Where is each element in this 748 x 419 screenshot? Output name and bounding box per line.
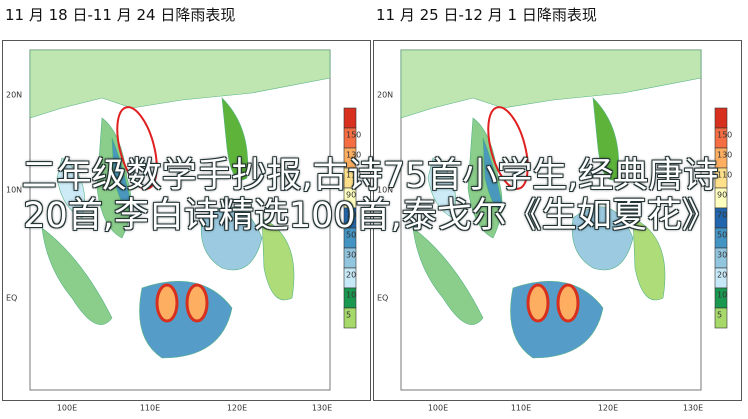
rain-area [400, 49, 702, 119]
map-panel: 20N 10N EQ 100E 110E 120E 130E 150 130 110 90 70 50 3… [373, 40, 742, 413]
rain-area [56, 157, 85, 219]
lon-label: 100E [57, 404, 77, 413]
rain-area [41, 227, 113, 325]
legend-label: 90 [717, 191, 727, 200]
lat-label: EQ [6, 294, 17, 303]
heavy-rain [185, 283, 209, 323]
heavy-rain [556, 283, 580, 323]
lon-label: 130E [683, 404, 703, 413]
rain-area [427, 157, 456, 219]
legend-label: 50 [346, 231, 356, 240]
lon-label: 110E [140, 404, 160, 413]
legend-label: 50 [717, 231, 727, 240]
heavy-rain [155, 283, 179, 323]
legend-label: 110 [717, 171, 732, 180]
rain-area [111, 137, 133, 209]
heavy-rain [526, 283, 550, 323]
legend-label: 10 [346, 291, 356, 300]
legend-label: 30 [346, 251, 356, 260]
panel-title: 11 月 18 日-11 月 24 日降雨表现 [5, 6, 236, 24]
rain-field [29, 49, 331, 359]
rain-area [412, 227, 484, 325]
legend-box [714, 107, 728, 129]
rain-area [29, 49, 331, 119]
panel-title: 11 月 25 日-12 月 1 日降雨表现 [376, 6, 597, 24]
legend-label: 20 [717, 271, 727, 280]
rain-area [221, 97, 248, 181]
legend-label: 5 [717, 311, 722, 320]
rain-field [400, 49, 702, 359]
lat-label: EQ [377, 294, 388, 303]
legend-label: 150 [346, 131, 361, 140]
lon-label: 130E [312, 404, 332, 413]
lon-label: 110E [511, 404, 531, 413]
legend-label: 5 [346, 311, 351, 320]
lon-label: 120E [227, 404, 247, 413]
rain-area [200, 206, 263, 271]
legend-label: 20 [346, 271, 356, 280]
highlight-circle [487, 106, 529, 190]
lat-label: 20N [377, 91, 393, 100]
lon-label: 120E [598, 404, 618, 413]
overlay-text: 二年级数学手抄报,古诗75首小学生,经典唐诗20首,李白诗精选100首,泰戈尔《… [21, 156, 719, 236]
legend-label: 110 [346, 171, 361, 180]
legend-box [343, 107, 357, 129]
legend-label: 90 [346, 191, 356, 200]
rain-area [261, 217, 295, 301]
rain-area [592, 97, 619, 181]
lon-label: 100E [428, 404, 448, 413]
rain-area [632, 217, 666, 301]
legend-label: 130 [346, 151, 361, 160]
legend-label: 70 [346, 211, 356, 220]
legend-label: 70 [717, 211, 727, 220]
rain-area [482, 137, 504, 209]
legend-label: 130 [717, 151, 732, 160]
legend-label: 150 [717, 131, 732, 140]
lat-label: 10N [377, 186, 393, 195]
legend-label: 30 [717, 251, 727, 260]
highlight-circle [116, 106, 158, 190]
lat-label: 10N [6, 186, 22, 195]
rain-area [571, 206, 634, 271]
legend-box [343, 307, 357, 329]
legend-label: 10 [717, 291, 727, 300]
lat-label: 20N [6, 91, 22, 100]
legend-box [714, 307, 728, 329]
map-panel: 20N 10N EQ 100E 110E 120E 130E 150 130 110 90 70 50 3… [2, 40, 371, 413]
